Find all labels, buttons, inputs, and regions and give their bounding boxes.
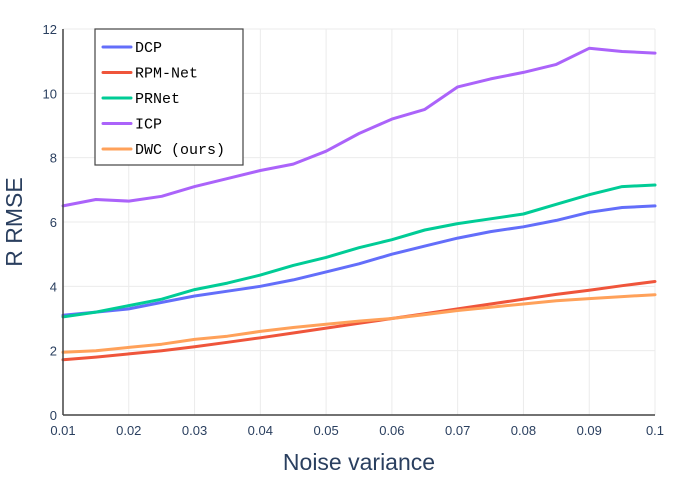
legend-label: RPM-Net: [135, 66, 198, 83]
y-tick-label: 2: [50, 344, 57, 359]
y-tick-label: 0: [50, 408, 57, 423]
series-line-dcp: [61, 204, 657, 317]
x-tick-label: 0.01: [50, 423, 75, 438]
x-tick-label: 0.1: [646, 423, 664, 438]
series-line-rpm-net: [61, 280, 657, 362]
series-line-prnet: [61, 183, 657, 319]
legend-label: DWC (ours): [135, 142, 225, 159]
series-lines: [61, 46, 657, 362]
x-tick-label: 0.05: [313, 423, 338, 438]
series-line-dwc-ours: [61, 293, 657, 354]
legend: DCP RPM-Net PRNet ICP DWC (ours): [94, 28, 244, 166]
x-tick-label: 0.06: [379, 423, 404, 438]
x-axis-title: Noise variance: [283, 449, 435, 475]
x-tick-label: 0.03: [182, 423, 207, 438]
y-tick-label: 12: [43, 22, 57, 37]
axes: [62, 29, 655, 416]
y-tick-label: 10: [43, 86, 57, 101]
legend-label: PRNet: [135, 91, 180, 108]
grid: [63, 28, 656, 415]
legend-box: [94, 28, 244, 166]
x-tick-label: 0.08: [511, 423, 536, 438]
tick-labels: 0.01 0.02 0.03 0.04 0.05 0.06 0.07 0.08 0.09 0.1 0…: [43, 22, 665, 438]
legend-label: ICP: [135, 117, 162, 134]
x-tick-label: 0.02: [116, 423, 141, 438]
y-tick-label: 8: [50, 151, 57, 166]
x-tick-label: 0.09: [577, 423, 602, 438]
x-tick-label: 0.04: [248, 423, 273, 438]
y-tick-label: 4: [50, 279, 57, 294]
y-axis-title: R RMSE: [1, 177, 27, 266]
series-line-icp: [61, 46, 657, 208]
legend-label: DCP: [135, 40, 162, 57]
y-tick-label: 6: [50, 215, 57, 230]
x-tick-label: 0.07: [445, 423, 470, 438]
